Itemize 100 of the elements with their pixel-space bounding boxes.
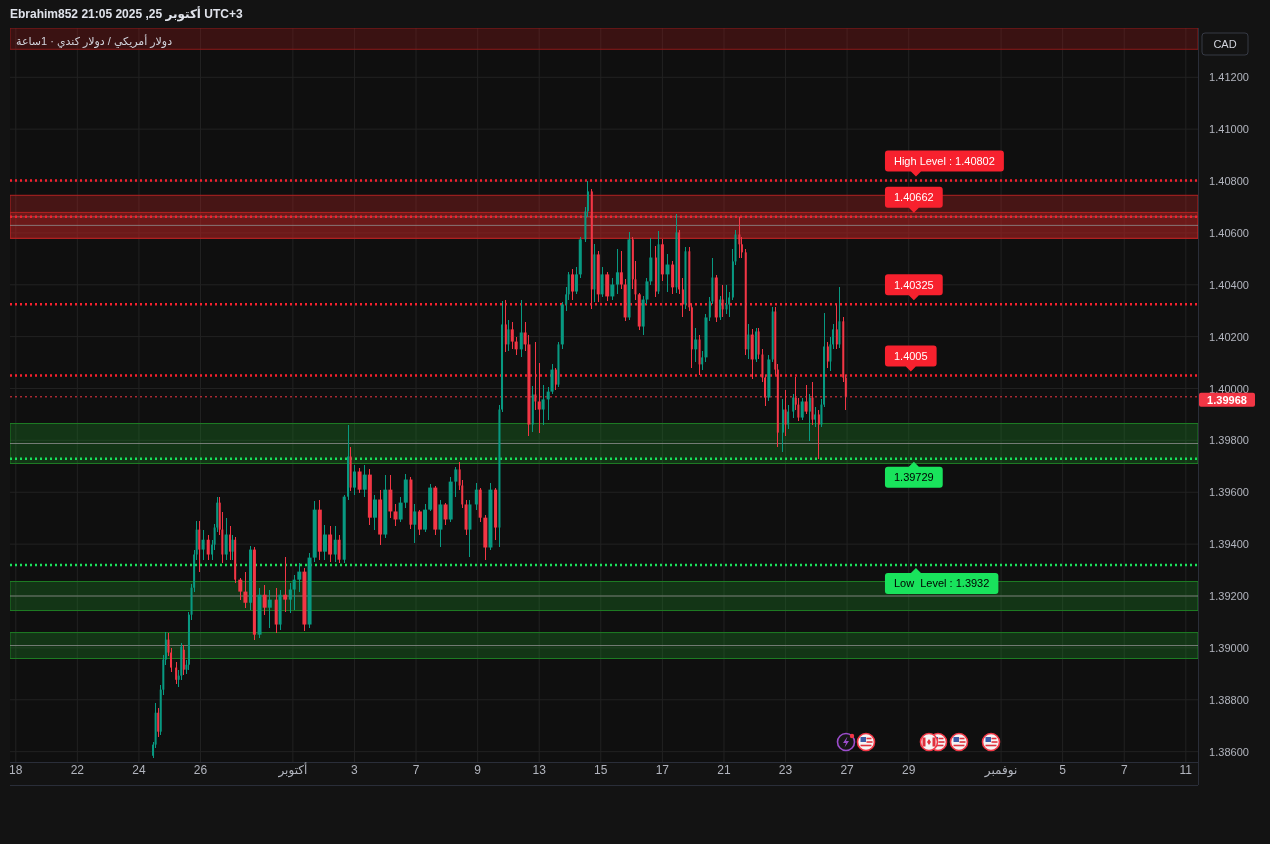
y-axis-title: CAD (1213, 38, 1237, 50)
candlestick (322, 524, 327, 561)
ref-line-label: 1.4005 (893, 350, 928, 363)
candlestick (550, 363, 554, 395)
ref-line-label: 1.39729 (884, 461, 943, 488)
candlestick (423, 503, 428, 533)
x-tick-label: 3 (351, 763, 358, 777)
candlestick (541, 384, 545, 426)
candlestick (808, 393, 811, 442)
x-tick-label: 27 (840, 763, 854, 777)
y-tick-label: 1.41200 (1209, 71, 1249, 84)
y-tick-label: 1.39800 (1209, 434, 1249, 447)
candlestick (352, 464, 357, 496)
y-tick-label: 1.38600 (1209, 745, 1249, 758)
candlestick (224, 517, 228, 561)
ref-line-label: Low Level : 1.3932 (884, 567, 999, 594)
candlestick (474, 482, 478, 511)
candlestick (615, 249, 620, 295)
y-tick-label: 1.39000 (1209, 641, 1249, 654)
candlestick (238, 577, 243, 601)
ref-line-label: 1.39729 (893, 471, 934, 484)
y-tick-label: 1.41000 (1209, 123, 1249, 136)
candlestick (267, 589, 272, 629)
ref-line-label: 1.4005 (884, 345, 937, 372)
x-tick-label: 5 (1059, 763, 1066, 777)
candlestick (413, 503, 417, 544)
candlestick (428, 483, 433, 512)
candlestick (328, 525, 333, 563)
ref-line-label: 1.39968 (1207, 393, 1247, 406)
candlestick (838, 286, 841, 349)
candlestick (721, 284, 724, 318)
x-tick-label: 7 (412, 763, 420, 777)
x-tick-label: 21 (717, 763, 731, 777)
y-tick-label: 1.38800 (1209, 693, 1249, 706)
candlestick (787, 404, 790, 430)
ref-line-label: 1.40325 (893, 278, 934, 291)
x-tick-label: 11 (1179, 763, 1193, 777)
y-tick-label: 1.39200 (1209, 590, 1249, 602)
x-tick-label: 22 (70, 763, 85, 777)
ref-line-label: 1.40325 (884, 274, 943, 301)
chart-subtitle: Ebrahim852 أكتوبر 25, 2025 21:05 UTC+3 (10, 7, 243, 21)
candlestick (403, 473, 408, 509)
candlestick (554, 367, 557, 391)
candlestick (333, 526, 337, 563)
ref-line-label: 1.40662 (893, 191, 934, 204)
y-axis-title: CAD (1201, 32, 1249, 56)
candlestick (571, 268, 575, 301)
y-tick-label: 1.40200 (1209, 330, 1249, 343)
x-tick-label: 9 (474, 763, 481, 777)
candlestick (817, 409, 820, 460)
candlestick (605, 271, 610, 302)
y-tick-label: 1.39600 (1209, 486, 1249, 499)
x-tick-label: 29 (902, 763, 916, 777)
candlestick (288, 582, 292, 614)
candlestick (725, 284, 728, 315)
candlestick (292, 574, 296, 611)
candlestick (665, 253, 670, 293)
candlestick (393, 503, 398, 527)
candlestick (800, 397, 804, 421)
candlestick (510, 321, 514, 350)
candlestick (243, 571, 248, 609)
x-tick-label: 26 (193, 763, 208, 777)
x-tick-label: 24 (132, 763, 146, 777)
x-tick-label: 17 (655, 763, 670, 777)
candlestick (747, 323, 750, 360)
ref-line-label: High Level : 1.40802 (893, 155, 995, 168)
candlestick (835, 303, 838, 350)
x-tick-label: نوفمبر (984, 763, 1018, 777)
x-tick-label: 13 (532, 763, 546, 777)
ref-line-label: Low Level : 1.3932 (893, 577, 990, 590)
candlestick (781, 398, 784, 453)
candlestick (388, 474, 393, 519)
y-tick-label: 1.40000 (1209, 382, 1249, 395)
candlestick (681, 277, 684, 318)
candlestick (519, 299, 523, 358)
x-tick-label: 7 (1120, 763, 1128, 777)
candlestick (297, 562, 302, 593)
y-tick-label: 1.40800 (1209, 175, 1249, 187)
candlestick (671, 260, 675, 295)
ref-line-label: 1.40662 (884, 186, 943, 213)
candlestick (373, 494, 377, 531)
candlestick (206, 534, 210, 561)
candlestick (826, 341, 829, 369)
candlestick (398, 496, 403, 523)
candlestick (738, 216, 741, 259)
candlestick (283, 556, 288, 613)
candlestick (610, 277, 615, 301)
candlestick (443, 502, 448, 526)
x-tick-label: 23 (778, 763, 793, 777)
candlestick (694, 327, 698, 363)
ref-line-label: 1.39968 (1199, 392, 1255, 407)
y-tick-label: 1.39400 (1209, 538, 1249, 551)
candlestick (600, 266, 604, 298)
y-tick-label: 1.40600 (1209, 226, 1249, 239)
candlestick (229, 526, 232, 561)
ref-line-label: High Level : 1.40802 (884, 150, 1004, 177)
candlestick (757, 327, 760, 360)
chart-title: دولار أمريكي / دولار كندي · 1ساعة (16, 35, 173, 47)
candlestick (357, 467, 362, 494)
candlestick (574, 266, 578, 295)
